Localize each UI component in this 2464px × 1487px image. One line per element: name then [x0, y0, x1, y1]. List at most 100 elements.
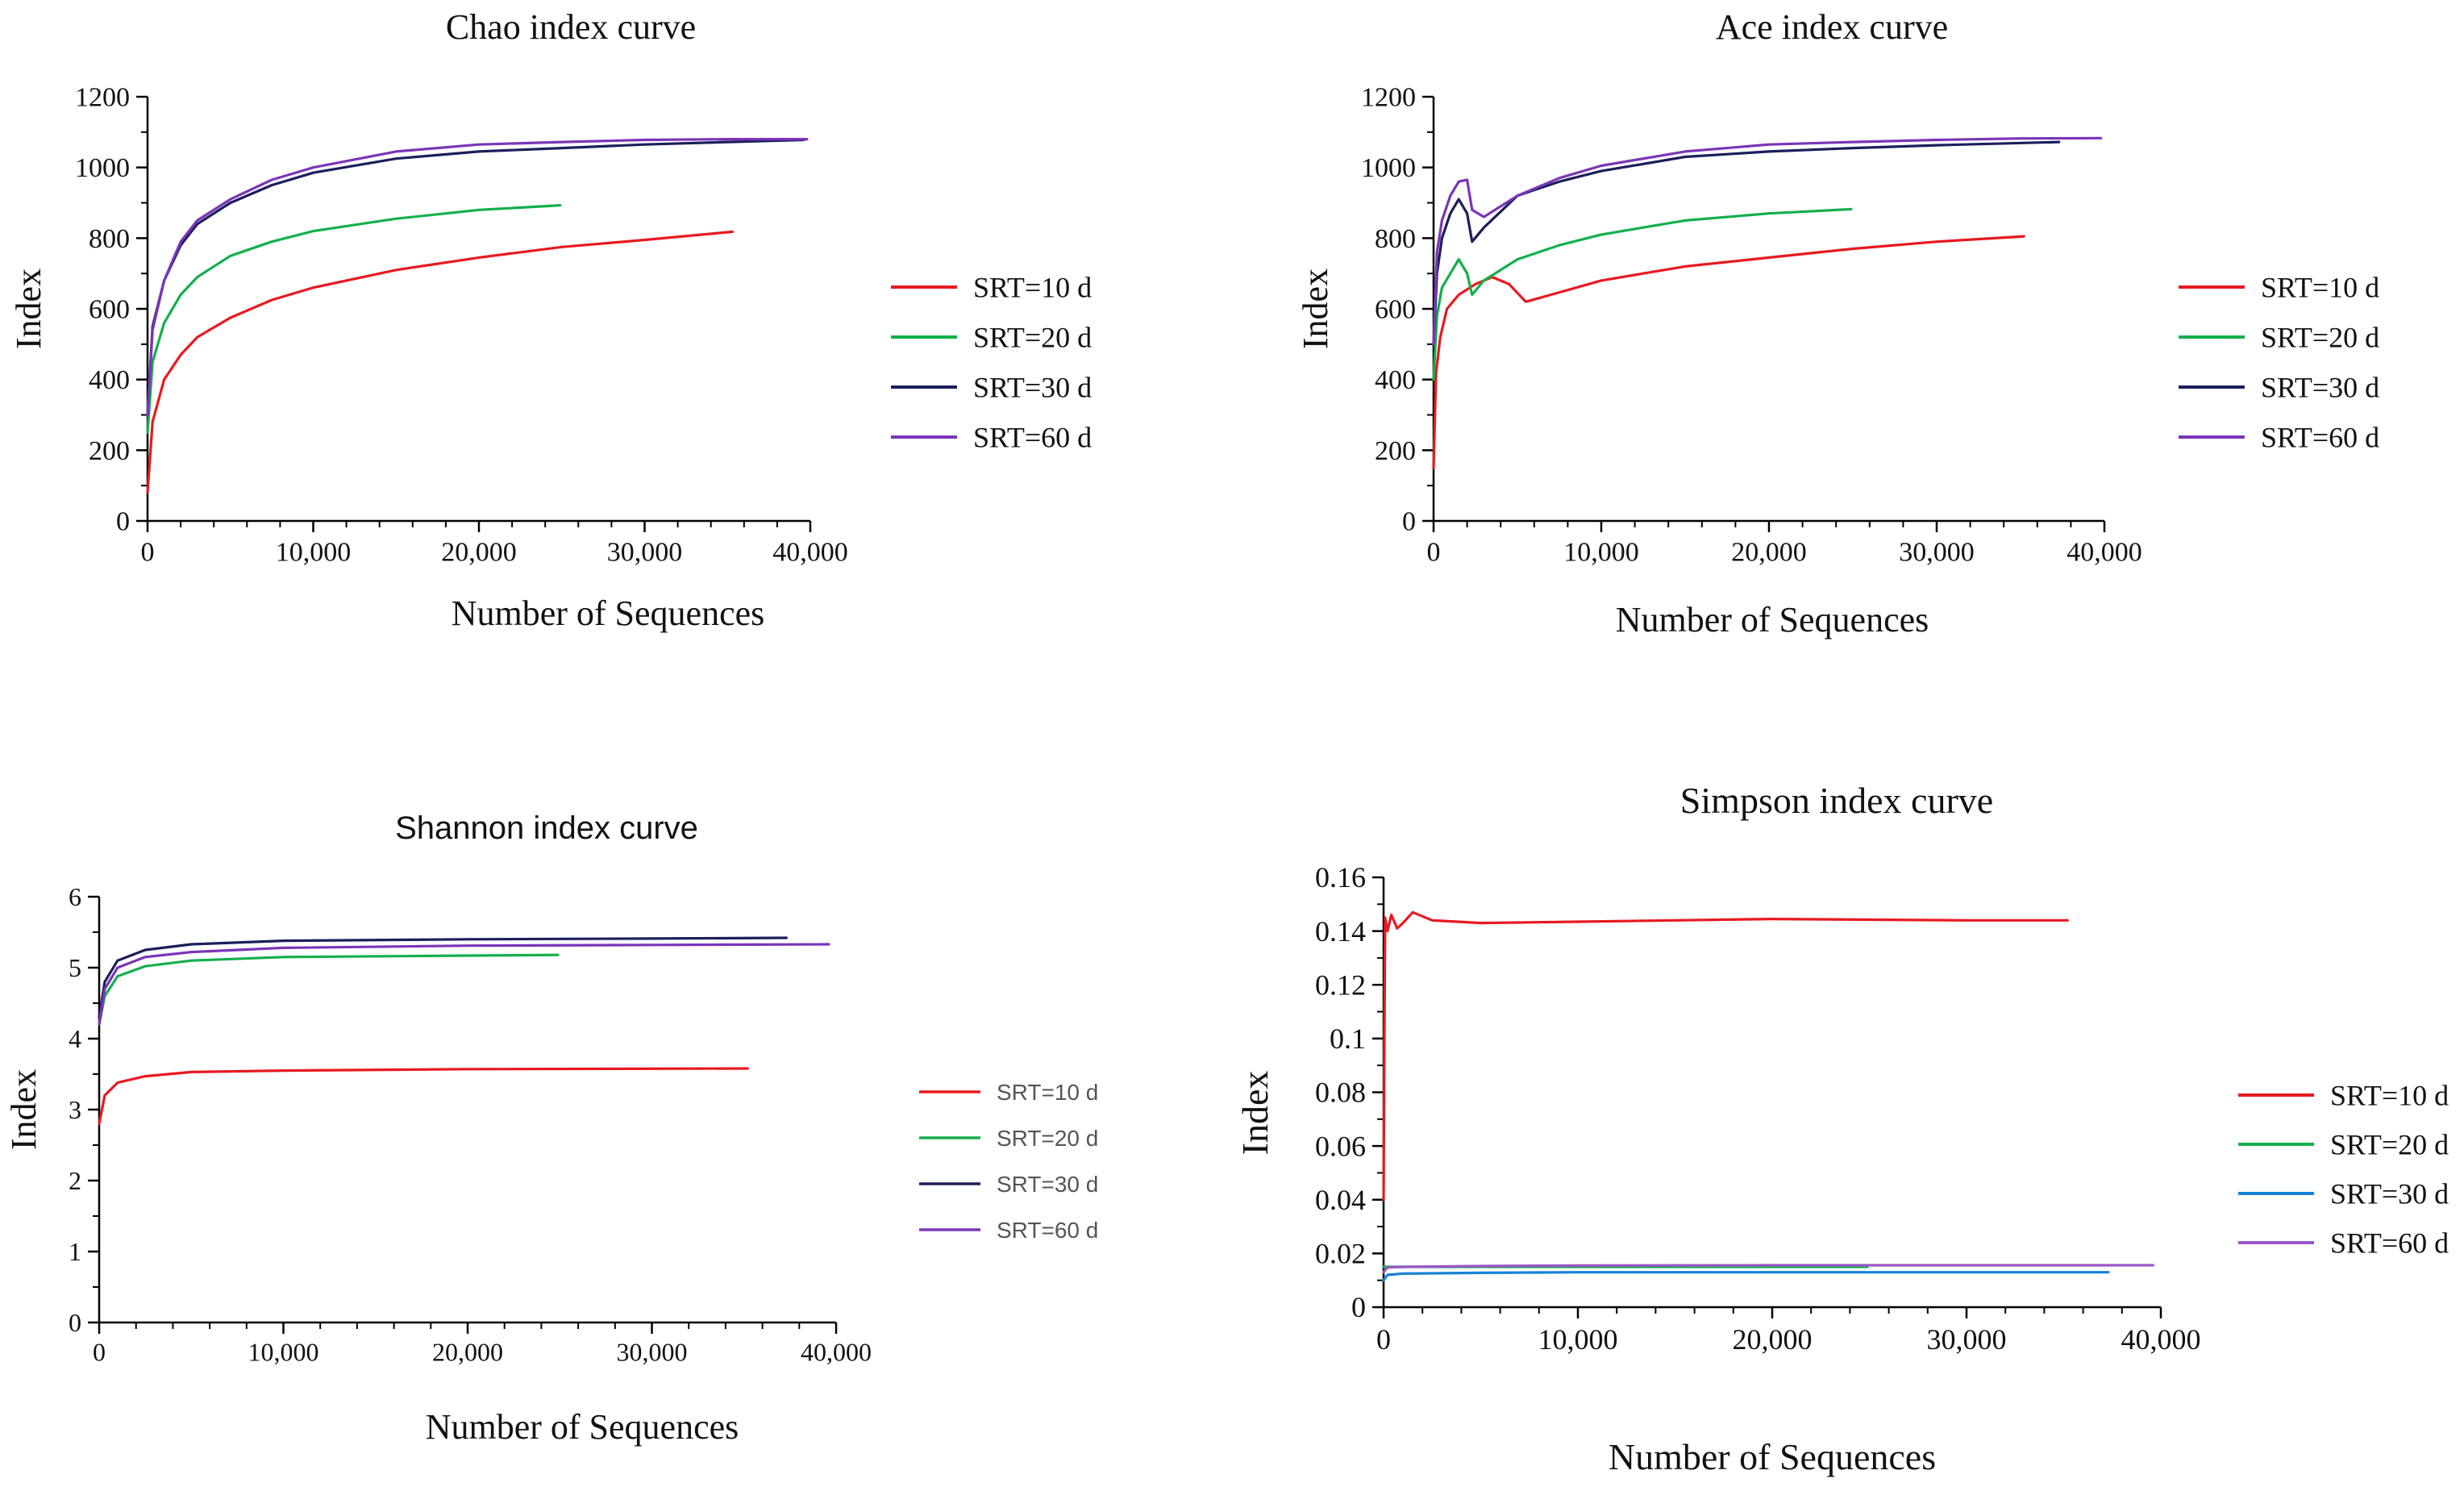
x-axis-label: Number of Sequences	[426, 1407, 739, 1447]
legend: SRT=10 d SRT=20 d SRT=30 d SRT=60 d	[2179, 272, 2379, 454]
x-axis-label: Number of Sequences	[1609, 1436, 1936, 1477]
series-line-srt-60-d	[1432, 136, 2103, 346]
x-tick-label: 20,000	[1731, 538, 1807, 568]
y-tick-label: 600	[89, 295, 130, 325]
y-tick-label: 0.16	[1315, 861, 1366, 893]
series-line-srt-10-d	[146, 230, 735, 494]
legend-label: SRT=20 d	[2261, 322, 2379, 354]
y-tick-label: 800	[89, 224, 130, 254]
y-tick-label: 0.06	[1315, 1130, 1366, 1162]
x-tick-label: 0	[93, 1338, 106, 1367]
legend-label: SRT=30 d	[2330, 1178, 2449, 1210]
series-line-srt-20-d	[98, 953, 560, 1027]
x-axis-label: Number of Sequences	[1616, 600, 1929, 639]
legend-label: SRT=20 d	[997, 1126, 1098, 1151]
series-line-srt-10-d	[1382, 910, 2069, 1202]
x-tick-label: 10,000	[1538, 1323, 1618, 1356]
y-axis-label: Index	[9, 269, 48, 349]
y-tick-label: 0.14	[1315, 915, 1366, 948]
x-axis-label: Number of Sequences	[452, 594, 765, 633]
y-tick-label: 0.08	[1315, 1077, 1366, 1109]
series-line-srt-10-d	[1432, 235, 2025, 469]
y-axis-label: Index	[4, 1069, 44, 1150]
series-line-srt-30-d	[98, 936, 788, 1019]
chart-panel-simpson: Simpson index curve 0 0.02 0.04 0.06 0.08 0.1 0…	[1234, 780, 2449, 1477]
chart-panel-chao: Chao index curve 0 200 400 600 800 1000 1200 0 10…	[9, 7, 1092, 633]
y-tick-label: 1200	[75, 83, 130, 113]
series-line-srt-10-d	[98, 1067, 749, 1126]
y-tick-label: 1000	[75, 153, 130, 183]
legend-label: SRT=10 d	[973, 272, 1092, 304]
y-tick-label: 1	[69, 1237, 81, 1266]
legend-label: SRT=30 d	[2261, 372, 2379, 404]
series-line-srt-60-d	[98, 943, 830, 1027]
legend-label: SRT=30 d	[973, 372, 1092, 404]
chart-panel-shannon: Shannon index curve 0 1 2 3 4 5 6 0 10,000 20,000 3…	[4, 810, 1098, 1447]
y-tick-label: 1200	[1361, 83, 1416, 113]
legend-label: SRT=60 d	[973, 422, 1092, 454]
y-tick-label: 5	[69, 953, 81, 982]
y-tick-label: 200	[1375, 436, 1416, 466]
y-tick-label: 6	[69, 882, 81, 911]
chart-panel-ace: Ace index curve 0 200 400 600 800 1000 1200 0 10,…	[1296, 7, 2379, 639]
y-tick-label: 0.12	[1315, 968, 1366, 1001]
y-tick-label: 200	[89, 436, 130, 466]
y-tick-label: 0	[116, 507, 130, 537]
legend-label: SRT=60 d	[997, 1218, 1098, 1243]
series-line-srt-20-d	[1432, 207, 1853, 381]
y-tick-label: 400	[1375, 365, 1416, 395]
legend: SRT=10 d SRT=20 d SRT=30 d SRT=60 d	[2238, 1080, 2449, 1260]
y-tick-label: 600	[1375, 295, 1416, 325]
y-axis-label: Index	[1234, 1071, 1276, 1156]
legend: SRT=10 d SRT=20 d SRT=30 d SRT=60 d	[919, 1080, 1098, 1243]
x-tick-label: 20,000	[441, 538, 517, 568]
legend-label: SRT=60 d	[2330, 1227, 2449, 1260]
legend-label: SRT=20 d	[2330, 1129, 2449, 1161]
series-line-srt-30-d	[1432, 140, 2061, 346]
legend-label: SRT=30 d	[997, 1172, 1098, 1197]
series-line-srt-20-d	[146, 204, 562, 435]
legend-label: SRT=20 d	[973, 322, 1092, 354]
x-tick-label: 40,000	[801, 1338, 872, 1367]
x-tick-label: 30,000	[1927, 1323, 2007, 1356]
y-tick-label: 0.04	[1315, 1184, 1366, 1216]
y-tick-label: 800	[1375, 224, 1416, 254]
x-tick-label: 30,000	[607, 538, 683, 568]
series-line-srt-60-d	[146, 138, 809, 417]
y-tick-label: 0	[69, 1308, 81, 1337]
legend-label: SRT=10 d	[997, 1080, 1098, 1105]
x-tick-label: 10,000	[276, 538, 352, 568]
x-tick-label: 40,000	[2067, 538, 2142, 568]
legend-label: SRT=10 d	[2261, 272, 2379, 304]
chart-title: Ace index curve	[1716, 7, 1948, 47]
y-tick-label: 2	[69, 1166, 81, 1195]
y-axis-label: Index	[1296, 269, 1335, 349]
y-tick-label: 0.02	[1315, 1238, 1366, 1270]
series-line-srt-30-d	[1382, 1271, 2110, 1282]
x-tick-label: 10,000	[1563, 538, 1639, 568]
x-tick-label: 20,000	[432, 1338, 503, 1367]
chart-title: Chao index curve	[446, 7, 696, 47]
x-tick-label: 40,000	[772, 538, 848, 568]
legend: SRT=10 d SRT=20 d SRT=30 d SRT=60 d	[891, 272, 1092, 454]
chart-title: Shannon index curve	[395, 810, 698, 846]
y-tick-label: 0.1	[1330, 1023, 1366, 1055]
x-tick-label: 0	[1427, 538, 1441, 568]
series-line-srt-60-d	[1382, 1264, 2154, 1274]
y-tick-label: 0	[1351, 1291, 1366, 1323]
x-tick-label: 0	[1376, 1323, 1391, 1356]
y-tick-label: 1000	[1361, 153, 1416, 183]
x-tick-label: 40,000	[2121, 1323, 2201, 1356]
x-tick-label: 30,000	[617, 1338, 688, 1367]
y-tick-label: 3	[69, 1095, 81, 1124]
y-tick-label: 4	[69, 1024, 81, 1053]
y-tick-label: 400	[89, 365, 130, 395]
y-tick-label: 0	[1402, 507, 1416, 537]
chart-title: Simpson index curve	[1680, 780, 1993, 821]
legend-label: SRT=10 d	[2330, 1080, 2449, 1112]
x-tick-label: 10,000	[248, 1338, 319, 1367]
legend-label: SRT=60 d	[2261, 422, 2379, 454]
x-tick-label: 20,000	[1733, 1323, 1813, 1356]
